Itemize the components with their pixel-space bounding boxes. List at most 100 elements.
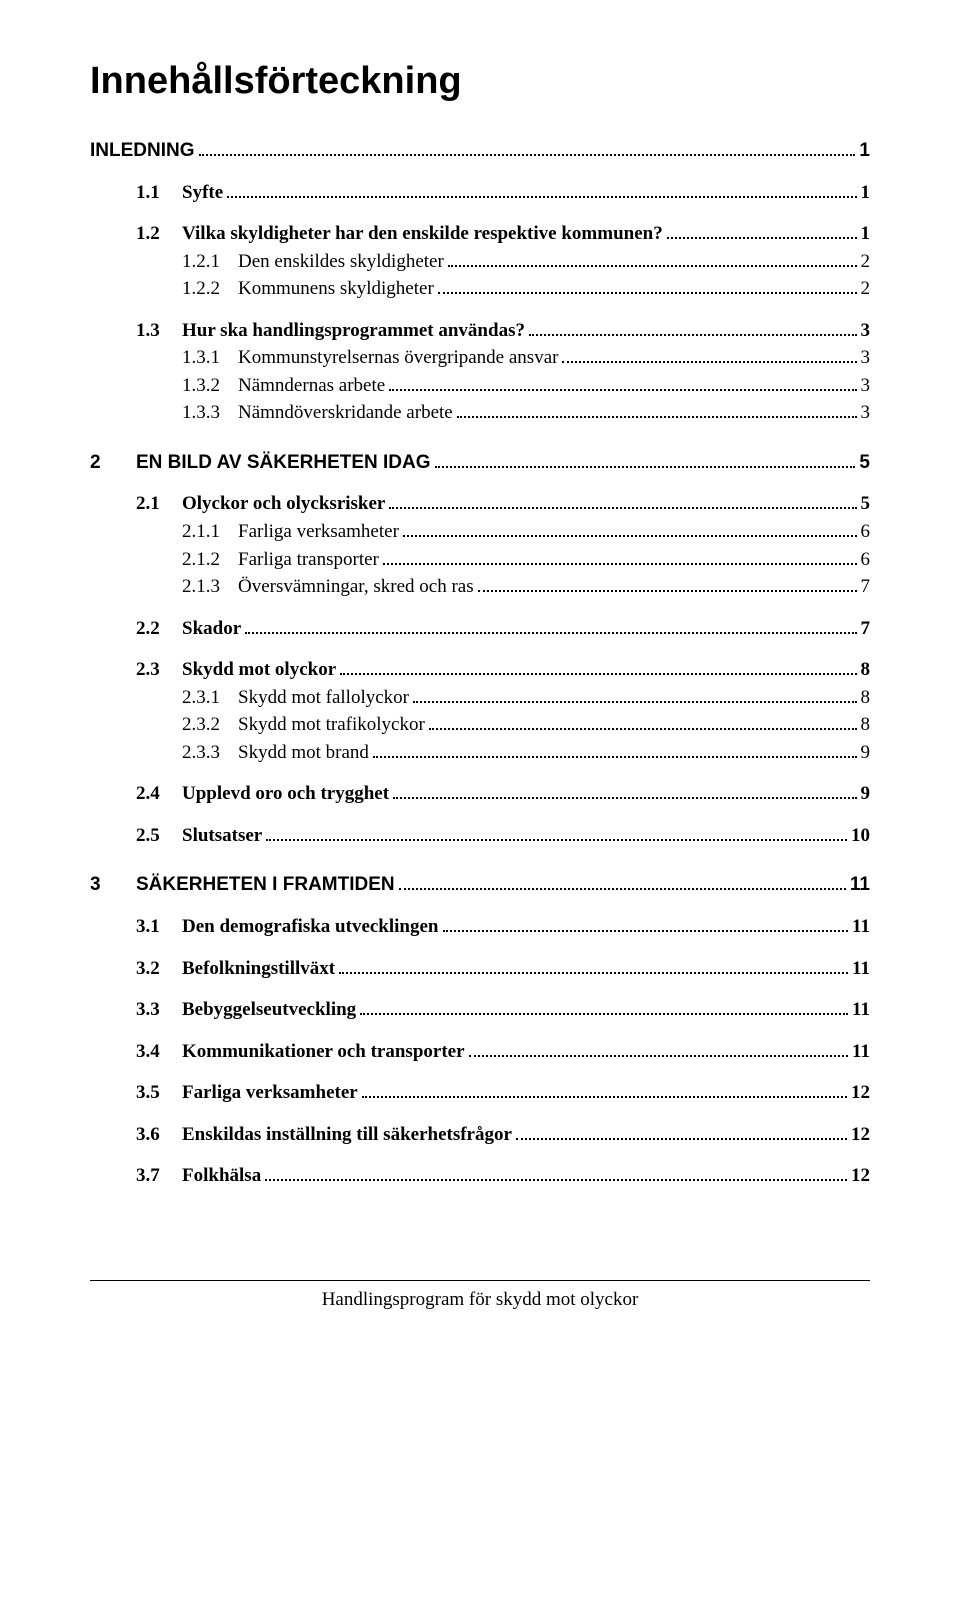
toc-entry-number: 2.3.1 — [182, 684, 238, 712]
toc-entry: 2.5Slutsatser10 — [90, 822, 870, 850]
toc-leader — [435, 451, 856, 468]
toc-entry-page: 5 — [859, 449, 870, 477]
toc-entry-label: Farliga transporter — [238, 546, 379, 574]
toc-entry-page: 11 — [852, 1038, 870, 1066]
toc-entry: 1.3.3Nämndöverskridande arbete 3 — [90, 399, 870, 427]
toc-entry-number: 1.3.2 — [182, 372, 238, 400]
toc-leader — [399, 873, 846, 890]
toc-entry: 1.2Vilka skyldigheter har den enskilde r… — [90, 220, 870, 248]
toc-entry-label: Skydd mot fallolyckor — [238, 684, 409, 712]
toc-entry-label: Nämndöverskridande arbete — [238, 399, 453, 427]
toc-entry-label: Översvämningar, skred och ras — [238, 573, 474, 601]
toc-entry-page: 9 — [861, 739, 871, 767]
toc-entry: 3SÄKERHETEN I FRAMTIDEN11 — [90, 871, 870, 899]
toc-leader — [340, 658, 856, 675]
toc-entry-label: Vilka skyldigheter har den enskilde resp… — [182, 220, 663, 248]
toc-entry-page: 11 — [852, 955, 870, 983]
toc-entry: 2.1.3Översvämningar, skred och ras 7 — [90, 573, 870, 601]
toc-entry-number: 2.1 — [136, 490, 182, 518]
toc-entry: 2.1Olyckor och olycksrisker5 — [90, 490, 870, 518]
toc-leader — [413, 686, 857, 703]
toc-entry-label: Den enskildes skyldigheter — [238, 248, 444, 276]
toc-entry-page: 7 — [861, 573, 871, 601]
toc-entry: 1.1Syfte 1 — [90, 179, 870, 207]
toc-entry-page: 2 — [861, 275, 871, 303]
toc-leader — [469, 1040, 849, 1057]
toc-entry-page: 11 — [850, 871, 870, 899]
toc-entry: 2.3.1Skydd mot fallolyckor 8 — [90, 684, 870, 712]
toc-entry-number: 2.3 — [136, 656, 182, 684]
toc-entry-label: Befolkningstillväxt — [182, 955, 335, 983]
toc-entry-number: 1.3.3 — [182, 399, 238, 427]
toc-leader — [443, 915, 849, 932]
toc-entry-label: Farliga verksamheter — [238, 518, 399, 546]
toc-leader — [478, 575, 857, 592]
toc-entry-label: Upplevd oro och trygghet — [182, 780, 389, 808]
toc-leader — [199, 139, 856, 156]
toc-entry-page: 5 — [861, 490, 871, 518]
toc-entry-page: 8 — [861, 656, 871, 684]
toc-entry: 3.4Kommunikationer och transporter11 — [90, 1038, 870, 1066]
table-of-contents: INLEDNING11.1Syfte11.2Vilka skyldigheter… — [90, 137, 870, 1190]
toc-entry-label: Hur ska handlingsprogrammet användas? — [182, 317, 525, 345]
toc-entry-label: Skador — [182, 615, 241, 643]
toc-entry-number: 2.1.2 — [182, 546, 238, 574]
toc-entry: 2.3.2Skydd mot trafikolyckor8 — [90, 711, 870, 739]
toc-entry: 2.1.1Farliga verksamheter6 — [90, 518, 870, 546]
toc-entry-number: 3.3 — [136, 996, 182, 1024]
toc-entry-page: 11 — [852, 913, 870, 941]
toc-entry-label: Syfte — [182, 179, 223, 207]
toc-leader — [360, 998, 848, 1015]
toc-leader — [516, 1123, 847, 1140]
toc-entry-page: 1 — [861, 220, 871, 248]
toc-entry-number: 1.3.1 — [182, 344, 238, 372]
page-footer: Handlingsprogram för skydd mot olyckor — [90, 1280, 870, 1311]
toc-entry-number: 3.6 — [136, 1121, 182, 1149]
toc-leader — [562, 346, 856, 363]
toc-entry: 3.1Den demografiska utvecklingen11 — [90, 913, 870, 941]
toc-entry: 2.4Upplevd oro och trygghet9 — [90, 780, 870, 808]
toc-entry-page: 3 — [861, 344, 871, 372]
toc-leader — [457, 401, 857, 418]
toc-entry-label: Folkhälsa — [182, 1162, 261, 1190]
page-title: Innehållsförteckning — [90, 60, 870, 103]
toc-entry-page: 2 — [861, 248, 871, 276]
toc-entry-page: 3 — [861, 372, 871, 400]
toc-entry-label: Skydd mot brand — [238, 739, 369, 767]
toc-entry-number: 2.5 — [136, 822, 182, 850]
toc-entry-number: 1.2.2 — [182, 275, 238, 303]
toc-entry-page: 12 — [851, 1079, 870, 1107]
toc-entry-page: 3 — [861, 399, 871, 427]
toc-entry-page: 9 — [861, 780, 871, 808]
toc-leader — [227, 180, 856, 197]
toc-entry-label: Slutsatser — [182, 822, 262, 850]
toc-entry-number: 1.1 — [136, 179, 182, 207]
toc-entry-label: Skydd mot trafikolyckor — [238, 711, 425, 739]
toc-entry-label: Farliga verksamheter — [182, 1079, 358, 1107]
toc-entry: 3.7Folkhälsa12 — [90, 1162, 870, 1190]
toc-entry-number: 3.7 — [136, 1162, 182, 1190]
toc-entry-number: 3.5 — [136, 1079, 182, 1107]
toc-leader — [403, 520, 857, 537]
toc-entry-number: 2.1.3 — [182, 573, 238, 601]
toc-entry-label: INLEDNING — [90, 137, 195, 165]
toc-entry-label: EN BILD AV SÄKERHETEN IDAG — [136, 449, 431, 477]
toc-leader — [265, 1164, 847, 1181]
toc-entry-number: 1.2.1 — [182, 248, 238, 276]
toc-leader — [383, 547, 857, 564]
toc-entry-label: Nämndernas arbete — [238, 372, 385, 400]
toc-entry-page: 8 — [861, 684, 871, 712]
toc-entry-page: 1 — [861, 179, 871, 207]
toc-entry-number: 2.3.3 — [182, 739, 238, 767]
toc-entry: 3.2Befolkningstillväxt11 — [90, 955, 870, 983]
toc-leader — [362, 1081, 847, 1098]
toc-entry-label: Kommunens skyldigheter — [238, 275, 434, 303]
toc-entry-label: Bebyggelseutveckling — [182, 996, 356, 1024]
toc-entry-label: SÄKERHETEN I FRAMTIDEN — [136, 871, 395, 899]
toc-entry-page: 1 — [859, 137, 870, 165]
toc-leader — [245, 617, 856, 634]
toc-entry: 3.6Enskildas inställning till säkerhetsf… — [90, 1121, 870, 1149]
toc-entry-number: 3.4 — [136, 1038, 182, 1066]
toc-entry-number: 2 — [90, 449, 136, 477]
toc-leader — [373, 741, 857, 758]
